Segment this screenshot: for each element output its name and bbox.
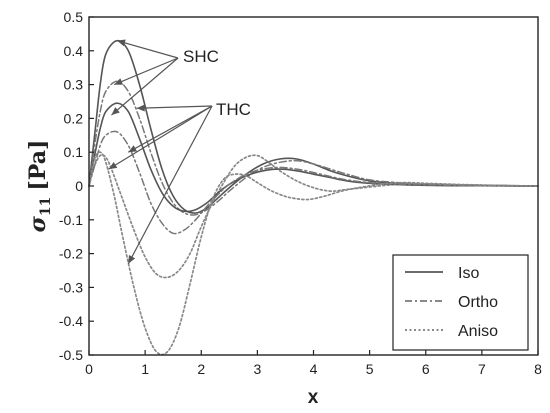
y-tick-label: -0.3 <box>59 279 83 295</box>
x-tick-label: 0 <box>85 361 93 377</box>
x-axis-title: x <box>308 387 319 408</box>
y-tick-label: -0.4 <box>59 313 83 329</box>
legend-label-aniso: Aniso <box>458 323 498 340</box>
legend-label-ortho: Ortho <box>458 294 498 311</box>
y-axis-unit: [Pa] <box>25 140 51 191</box>
annotation-arrowhead <box>114 78 123 85</box>
annotation-arrowhead <box>108 161 118 170</box>
annotations: SHC THC <box>108 39 251 265</box>
annotation-shc: SHC <box>183 47 219 66</box>
legend-items: Iso Ortho Aniso <box>405 265 498 340</box>
x-tick-label: 8 <box>534 361 542 377</box>
axis-ticks: 0 1 2 3 4 5 6 7 8 -0.5 -0.4 -0.3 -0.2 -0.1 0 0.1 0.2 0.3 0… <box>59 9 542 377</box>
annotation-arrow-line <box>114 57 179 86</box>
legend-box <box>392 254 529 351</box>
annotation-arrowhead <box>117 39 126 47</box>
series-line-thc-dotted <box>88 151 539 356</box>
series-line-shc-dashdot <box>88 80 539 216</box>
legend: Iso Ortho Aniso <box>392 254 529 351</box>
x-tick-label: 6 <box>422 361 430 377</box>
y-axis-symbol: σ <box>25 215 51 232</box>
x-tick-label: 4 <box>310 361 318 377</box>
y-tick-label: 0.2 <box>64 110 84 126</box>
annotation-arrow-line <box>108 105 213 170</box>
legend-label-iso: Iso <box>458 265 479 282</box>
x-tick-label: 1 <box>141 361 149 377</box>
y-tick-label: -0.2 <box>59 246 83 262</box>
annotation-arrow-line <box>116 40 179 59</box>
y-tick-label: -0.5 <box>59 347 83 363</box>
x-tick-label: 2 <box>197 361 205 377</box>
y-tick-label: 0 <box>75 178 83 194</box>
y-tick-label: 0.1 <box>64 144 84 160</box>
y-tick-label: 0.5 <box>64 9 84 25</box>
annotation-arrow-line <box>136 105 213 109</box>
annotation-arrow-line <box>111 57 179 116</box>
y-tick-label: 0.4 <box>64 43 84 59</box>
annotation-thc: THC <box>216 100 251 119</box>
annotation-arrow-line <box>127 105 213 153</box>
series-line-thc-dashdot <box>88 130 539 235</box>
annotation-arrowhead <box>128 255 136 264</box>
annotation-arrow-line <box>127 105 213 265</box>
series-line-thc-solid <box>88 102 539 213</box>
y-axis-subscript: 11 <box>38 197 54 216</box>
annotation-arrowhead <box>111 107 120 116</box>
annotation-arrowhead <box>128 145 137 153</box>
x-tick-label: 7 <box>478 361 486 377</box>
annotation-arrowhead <box>136 104 145 112</box>
chart-marks <box>88 39 539 356</box>
y-axis-title: σ11 [Pa] <box>25 140 54 233</box>
x-tick-label: 5 <box>366 361 374 377</box>
x-tick-label: 3 <box>253 361 261 377</box>
y-tick-label: -0.1 <box>59 212 83 228</box>
y-tick-label: 0.3 <box>64 77 84 93</box>
